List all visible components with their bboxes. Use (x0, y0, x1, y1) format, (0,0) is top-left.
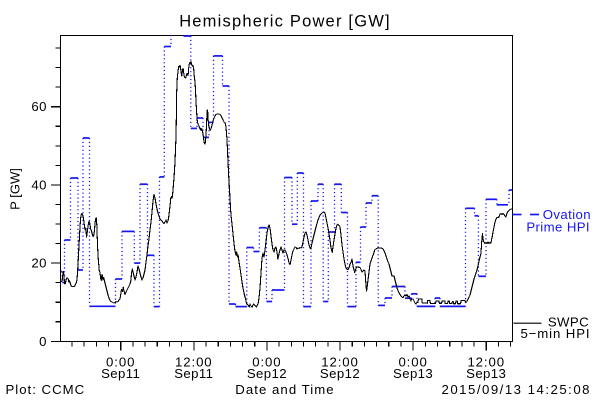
svg-text:P [GW]: P [GW] (8, 168, 23, 210)
svg-text:Ovation: Ovation (543, 207, 591, 222)
svg-text:Sep12: Sep12 (247, 366, 287, 381)
svg-text:2015/09/13 14:25:08: 2015/09/13 14:25:08 (442, 382, 592, 397)
svg-text:5−min HPI: 5−min HPI (520, 326, 590, 341)
svg-text:Plot: CCMC: Plot: CCMC (6, 382, 86, 397)
svg-text:0:00: 0:00 (398, 354, 427, 369)
svg-text:SWPC: SWPC (548, 314, 589, 329)
svg-text:12:00: 12:00 (467, 354, 505, 369)
svg-text:0:00: 0:00 (106, 354, 135, 369)
svg-text:Sep13: Sep13 (393, 366, 433, 381)
svg-text:Sep11: Sep11 (174, 366, 213, 381)
svg-text:12:00: 12:00 (175, 354, 213, 369)
svg-text:Date and Time: Date and Time (235, 382, 334, 397)
svg-text:Sep11: Sep11 (101, 366, 140, 381)
svg-text:0:00: 0:00 (252, 354, 281, 369)
svg-text:0: 0 (39, 334, 47, 349)
svg-text:40: 40 (31, 177, 47, 192)
svg-text:60: 60 (31, 99, 47, 114)
svg-text:Sep12: Sep12 (320, 366, 360, 381)
svg-text:Prime HPI: Prime HPI (526, 220, 590, 235)
svg-text:Sep13: Sep13 (466, 366, 506, 381)
svg-text:Hemispheric Power [GW]: Hemispheric Power [GW] (179, 13, 391, 31)
svg-text:12:00: 12:00 (321, 354, 359, 369)
svg-text:20: 20 (31, 256, 47, 271)
